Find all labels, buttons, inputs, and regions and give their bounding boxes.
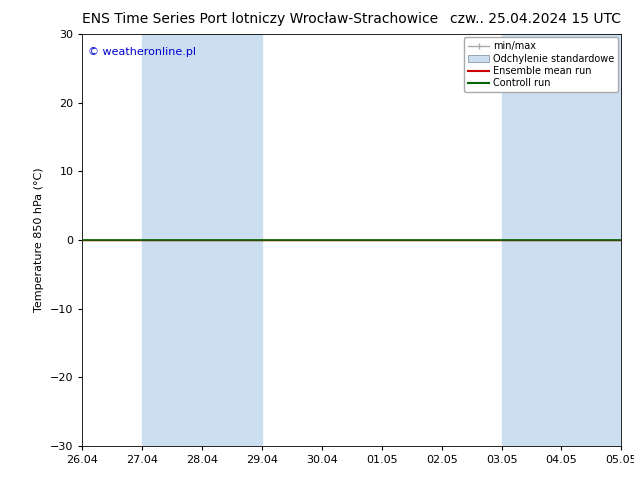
Y-axis label: Temperature 850 hPa (°C): Temperature 850 hPa (°C) bbox=[34, 168, 44, 313]
Bar bbox=[621, 34, 634, 446]
Text: © weatheronline.pl: © weatheronline.pl bbox=[87, 47, 196, 57]
Text: ENS Time Series Port lotniczy Wrocław-Strachowice: ENS Time Series Port lotniczy Wrocław-St… bbox=[82, 12, 439, 26]
Bar bbox=[142, 34, 262, 446]
Bar bbox=[501, 34, 621, 446]
Legend: min/max, Odchylenie standardowe, Ensemble mean run, Controll run: min/max, Odchylenie standardowe, Ensembl… bbox=[464, 37, 618, 92]
Text: czw.. 25.04.2024 15 UTC: czw.. 25.04.2024 15 UTC bbox=[450, 12, 621, 26]
